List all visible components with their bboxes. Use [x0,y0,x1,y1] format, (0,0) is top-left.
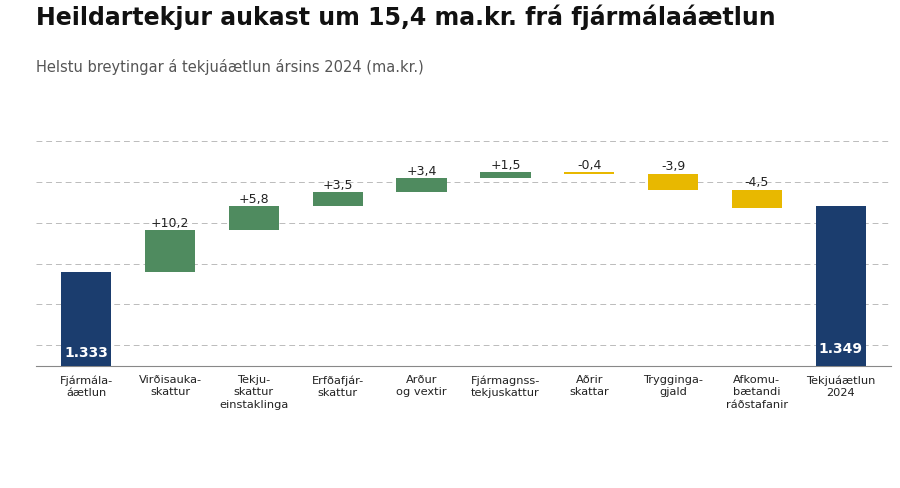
Text: Heildartekjur aukast um 15,4 ma.kr. frá fjármálaáætlun: Heildartekjur aukast um 15,4 ma.kr. frá … [36,5,776,30]
Bar [648,174,698,190]
Bar [312,193,363,207]
Bar [145,230,195,272]
Text: 1.333: 1.333 [65,346,108,360]
Text: +10,2: +10,2 [151,216,189,229]
Bar [396,179,446,193]
Bar [229,207,279,230]
Bar [815,207,866,366]
Text: +3,4: +3,4 [407,164,436,178]
Bar [481,173,531,179]
Text: -0,4: -0,4 [577,159,601,171]
Bar [61,272,112,366]
Text: Helstu breytingar á tekjuáætlun ársins 2024 (ma.kr.): Helstu breytingar á tekjuáætlun ársins 2… [36,59,424,75]
Text: 1.349: 1.349 [819,341,863,355]
Text: +1,5: +1,5 [491,159,521,171]
Text: -4,5: -4,5 [744,176,770,189]
Bar [732,190,782,208]
Text: -3,9: -3,9 [661,160,685,173]
Bar [564,173,615,174]
Text: +5,8: +5,8 [238,193,269,205]
Text: +3,5: +3,5 [322,179,353,191]
